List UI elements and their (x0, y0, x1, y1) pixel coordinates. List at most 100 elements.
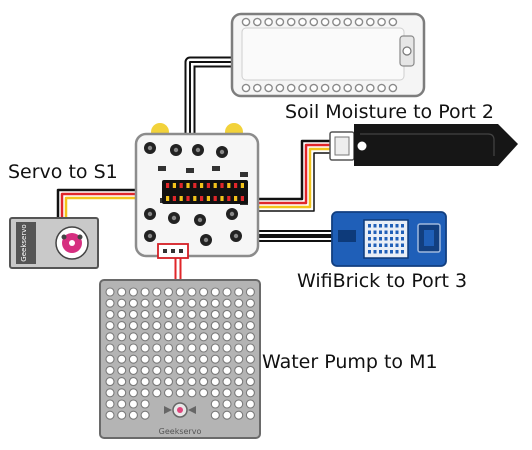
pump-plate-hole (128, 309, 138, 319)
pump-plate-hole (105, 287, 115, 297)
chip-pin (166, 196, 170, 201)
pump-plate-hole (210, 354, 220, 364)
controller-port-pin (171, 215, 177, 221)
pump-plate-hole (152, 287, 162, 297)
pump-plate-hole (105, 354, 115, 364)
wifi-grid-cell (395, 243, 399, 247)
pump-plate-hole (175, 343, 185, 353)
pump-plate-hole (245, 309, 255, 319)
pump-plate-hole (234, 309, 244, 319)
pump-plate-hole (222, 410, 232, 420)
top-module-hole (252, 83, 262, 93)
top-module-hole (332, 17, 341, 27)
controller-port-pin (197, 217, 203, 223)
pump-plate-hole (222, 365, 232, 375)
pump-plate-hole (199, 388, 209, 398)
top-module-hole (343, 83, 353, 93)
pump-plate-hole (234, 377, 244, 387)
pump-plate-hole (163, 343, 174, 353)
pump-plate-hole (187, 343, 197, 353)
pump-plate-hole (128, 332, 138, 342)
pump-plate-hole (152, 365, 162, 375)
label-wifibrick: WifiBrick to Port 3 (297, 270, 468, 292)
pump-plate-hole (117, 287, 127, 297)
pump-plate-hole (210, 365, 220, 375)
controller-component (240, 172, 248, 177)
wifi-grid-cell (373, 237, 377, 241)
pump-plate-hole (128, 343, 138, 353)
wifi-grid-cell (373, 243, 377, 247)
top-module-hole (309, 83, 319, 93)
chip-pin (179, 196, 183, 201)
top-module-hole (275, 17, 285, 27)
wifi-grid-cell (368, 224, 371, 228)
pump-plate-hole (140, 287, 150, 297)
pump-plate-hole (222, 309, 232, 319)
pump-plate-hole (117, 298, 127, 308)
wifi-grid-cell (373, 224, 377, 228)
pump-plate-hole (175, 321, 185, 331)
pump-plate-hole (175, 388, 185, 398)
wifi-grid-cell (384, 243, 388, 247)
pump-plate-hole (140, 410, 150, 420)
pump-plate-hole (234, 332, 244, 342)
chip-pin (240, 196, 244, 201)
pump-plate-hole (187, 354, 197, 364)
pump-plate-hole (128, 399, 138, 409)
wifi-grid-cell (395, 237, 399, 241)
pump-plate-hole (152, 388, 162, 398)
top-module-hole (320, 83, 330, 93)
pump-plate-hole (187, 287, 197, 297)
top-module-hole (286, 83, 296, 93)
pump-plate-hole (187, 365, 197, 375)
pump-plate-hole (199, 377, 209, 387)
chip-pin (172, 183, 176, 188)
pump-plate-hole (245, 410, 255, 420)
top-module-hole (275, 83, 285, 93)
label-water-pump: Water Pump to M1 (262, 351, 438, 373)
pump-plate-hole (222, 377, 232, 387)
pump-plate-hole (210, 388, 220, 398)
controller-component (186, 168, 194, 173)
pump-plate-hole (140, 388, 150, 398)
wifi-grid-cell (368, 237, 371, 241)
pump-plate-hole (222, 287, 232, 297)
chip-pin (179, 183, 183, 188)
chip-pin (193, 183, 197, 188)
top-module-hole (298, 83, 307, 93)
wire-soil (258, 139, 336, 212)
pump-plate-hole (117, 321, 127, 331)
pump-plate-hole (210, 298, 220, 308)
pump-plate-hole (245, 298, 255, 308)
pump-plate-hole (222, 343, 232, 353)
top-module-hole (377, 17, 386, 27)
wifi-grid-cell (379, 237, 382, 241)
wifi-grid-cell (384, 230, 388, 234)
label-servo: Servo to S1 (8, 161, 118, 183)
pump-plate-hole (222, 332, 232, 342)
chip-pin (186, 196, 190, 201)
pump-plate-hole (210, 410, 220, 420)
wifi-grid-cell (368, 250, 371, 254)
wifi-grid-cell (395, 230, 399, 234)
chip-pin (213, 196, 217, 201)
pump-plate-hole (187, 377, 197, 387)
pump-plate-hole (128, 410, 138, 420)
pump-plate-hole (199, 354, 209, 364)
chip-pin (206, 196, 210, 201)
controller-port-pin (203, 237, 209, 243)
pump-plate-hole (234, 410, 244, 420)
wire-wifi (256, 230, 336, 242)
pump-plate-hole (199, 309, 209, 319)
main-controller-board (134, 123, 260, 259)
wifi-grid-cell (384, 237, 388, 241)
servo-motor: Geekservo (9, 217, 99, 269)
wifi-grid-cell (395, 250, 399, 254)
controller-port-pin (147, 233, 153, 239)
pump-plate-hole (152, 354, 162, 364)
top-module-hole (241, 83, 251, 93)
pump-plate-hole (152, 377, 162, 387)
wifi-grid-cell (384, 250, 388, 254)
pump-plate-hole (234, 287, 244, 297)
pump-plate-hole (140, 354, 150, 364)
